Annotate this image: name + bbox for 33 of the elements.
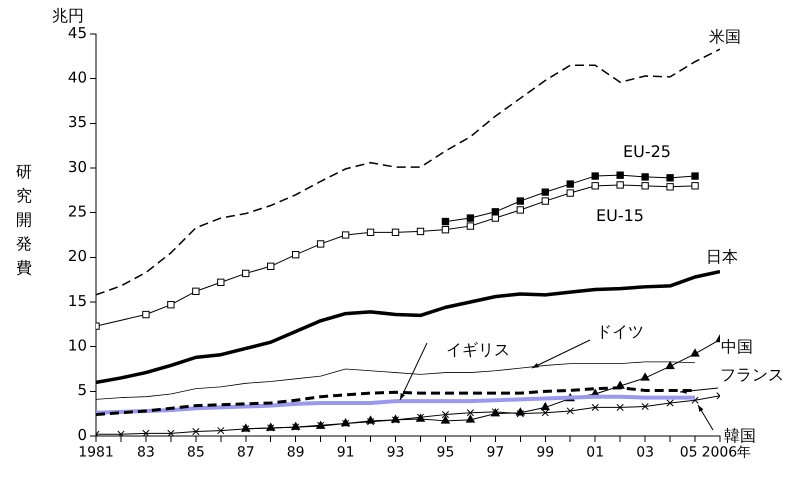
series-label: EU-15 xyxy=(596,206,644,226)
series-label: 韓国 xyxy=(724,426,756,446)
y-tick-label: 35 xyxy=(68,113,87,132)
y-tick-label: 15 xyxy=(68,292,87,310)
x-tick-label: 85 xyxy=(186,444,205,461)
series-label: 米国 xyxy=(709,27,741,46)
x-tick-label: 03 xyxy=(636,444,654,461)
x-tick-label: 95 xyxy=(436,444,454,461)
y-tick-label: 30 xyxy=(68,158,87,176)
series-label: フランス xyxy=(720,365,784,384)
x-tick-label: 93 xyxy=(386,444,404,461)
y-tick-label: 10 xyxy=(68,336,87,355)
y-axis-title: 研究開発費 xyxy=(15,161,33,279)
x-tick-label: 83 xyxy=(137,444,155,461)
series-label: EU-25 xyxy=(623,142,671,162)
series-label: ドイツ xyxy=(596,322,644,342)
x-tick-label: 99 xyxy=(536,444,554,461)
x-tick-label: 97 xyxy=(486,444,504,461)
series-label: 日本 xyxy=(706,247,738,266)
series-label: 中国 xyxy=(721,337,753,356)
y-tick-label: 20 xyxy=(68,247,87,266)
y-tick-label: 5 xyxy=(77,381,87,400)
x-tick-label: 01 xyxy=(586,444,604,461)
x-tick-label: 91 xyxy=(336,444,355,461)
x-tick-label: 87 xyxy=(236,444,255,461)
x-tick-label: 2006年 xyxy=(702,444,752,461)
x-tick-label: 89 xyxy=(286,444,305,461)
text: イギリス xyxy=(446,340,510,360)
y-tick-label: 0 xyxy=(77,426,87,444)
y-tick-label: 40 xyxy=(68,68,87,87)
x-tick-label: 05 xyxy=(680,444,698,461)
x-tick-label: 1981 xyxy=(78,444,114,461)
y-tick-label: 25 xyxy=(68,202,87,221)
